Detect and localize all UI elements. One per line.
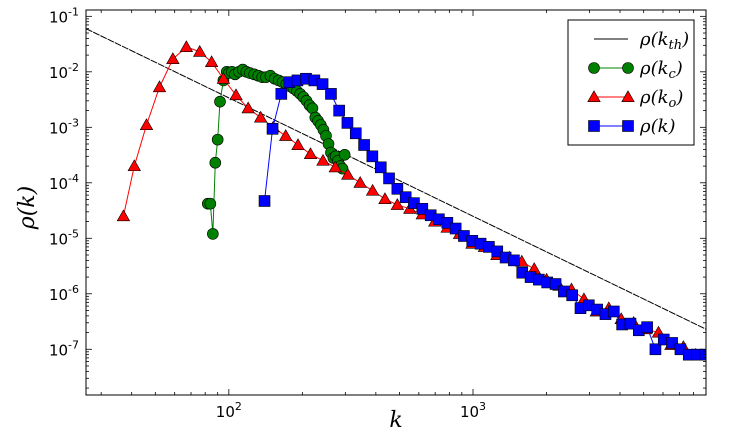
legend-marker bbox=[588, 120, 600, 132]
data-point bbox=[366, 150, 379, 163]
data-point bbox=[258, 195, 271, 207]
data-point bbox=[508, 254, 520, 267]
y-tick-label: 10-6 bbox=[49, 283, 79, 304]
data-point bbox=[624, 317, 637, 330]
data-point bbox=[566, 289, 578, 302]
data-point bbox=[391, 182, 404, 195]
legend-item: ρ(ko) bbox=[587, 87, 683, 111]
legend-marker bbox=[622, 120, 634, 132]
data-point bbox=[383, 172, 395, 185]
data-point bbox=[207, 228, 219, 240]
data-point bbox=[316, 153, 330, 166]
legend-item: ρ(kc) bbox=[588, 58, 683, 82]
y-tick-label: 10-4 bbox=[49, 172, 79, 193]
x-tick-label: 102 bbox=[216, 400, 242, 421]
data-point bbox=[204, 55, 219, 67]
data-point bbox=[416, 203, 429, 215]
data-point bbox=[333, 104, 345, 117]
data-point bbox=[341, 117, 354, 129]
data-point bbox=[374, 161, 387, 174]
legend-marker bbox=[621, 90, 635, 102]
data-point bbox=[303, 147, 318, 159]
data-point bbox=[253, 110, 268, 123]
reference-line bbox=[86, 28, 706, 330]
y-tick-label: 10-7 bbox=[49, 338, 79, 359]
data-point bbox=[116, 209, 131, 222]
data-point bbox=[316, 78, 329, 90]
y-tick-label: 10-3 bbox=[49, 116, 79, 137]
data-point bbox=[209, 156, 222, 169]
data-point bbox=[491, 245, 504, 258]
data-point bbox=[399, 191, 412, 204]
data-point bbox=[365, 183, 380, 196]
data-point bbox=[216, 71, 231, 84]
data-point bbox=[549, 278, 562, 290]
data-point bbox=[378, 192, 392, 204]
y-axis-label: ρ(k) bbox=[15, 186, 40, 230]
legend-item: ρ(k) bbox=[588, 116, 676, 137]
data-point bbox=[649, 343, 662, 356]
legend-label: ρ(ko) bbox=[639, 87, 683, 111]
legend-label: ρ(kth) bbox=[639, 29, 689, 53]
data-point bbox=[449, 222, 462, 235]
data-point bbox=[127, 159, 142, 172]
data-point bbox=[179, 40, 194, 52]
legend-label: ρ(kc) bbox=[639, 58, 683, 82]
data-point bbox=[139, 118, 154, 130]
data-point bbox=[666, 337, 678, 349]
data-point bbox=[275, 88, 288, 100]
data-point bbox=[349, 127, 362, 140]
x-axis-label: k bbox=[389, 408, 402, 433]
x-tick-label: 103 bbox=[460, 400, 486, 421]
data-point bbox=[325, 88, 337, 100]
y-tick-label: 10-2 bbox=[49, 61, 79, 82]
data-point bbox=[338, 148, 351, 161]
legend-item: ρ(kth) bbox=[594, 29, 689, 53]
data-point bbox=[266, 122, 279, 135]
data-point bbox=[214, 95, 226, 108]
data-point bbox=[241, 101, 255, 114]
data-point bbox=[193, 44, 207, 57]
data-point bbox=[353, 175, 367, 188]
series-1 bbox=[86, 28, 706, 330]
data-point bbox=[152, 80, 167, 93]
data-point bbox=[204, 197, 217, 210]
data-point bbox=[358, 139, 370, 151]
y-tick-label: 10-5 bbox=[49, 227, 79, 248]
y-tick-label: 10-1 bbox=[49, 5, 79, 26]
data-point bbox=[229, 88, 243, 101]
data-point bbox=[328, 160, 343, 173]
data-point bbox=[211, 133, 224, 146]
data-point bbox=[390, 198, 405, 210]
legend-marker bbox=[622, 62, 634, 74]
data-point bbox=[341, 167, 355, 180]
legend-marker bbox=[588, 62, 600, 74]
legend-marker bbox=[587, 90, 601, 102]
data-point bbox=[608, 305, 620, 318]
data-point bbox=[166, 52, 180, 64]
legend-label: ρ(k) bbox=[639, 116, 676, 137]
data-point bbox=[291, 138, 305, 150]
plot-frame bbox=[85, 9, 707, 396]
data-point bbox=[641, 321, 653, 333]
data-point bbox=[279, 129, 293, 141]
series-4 bbox=[258, 72, 706, 361]
